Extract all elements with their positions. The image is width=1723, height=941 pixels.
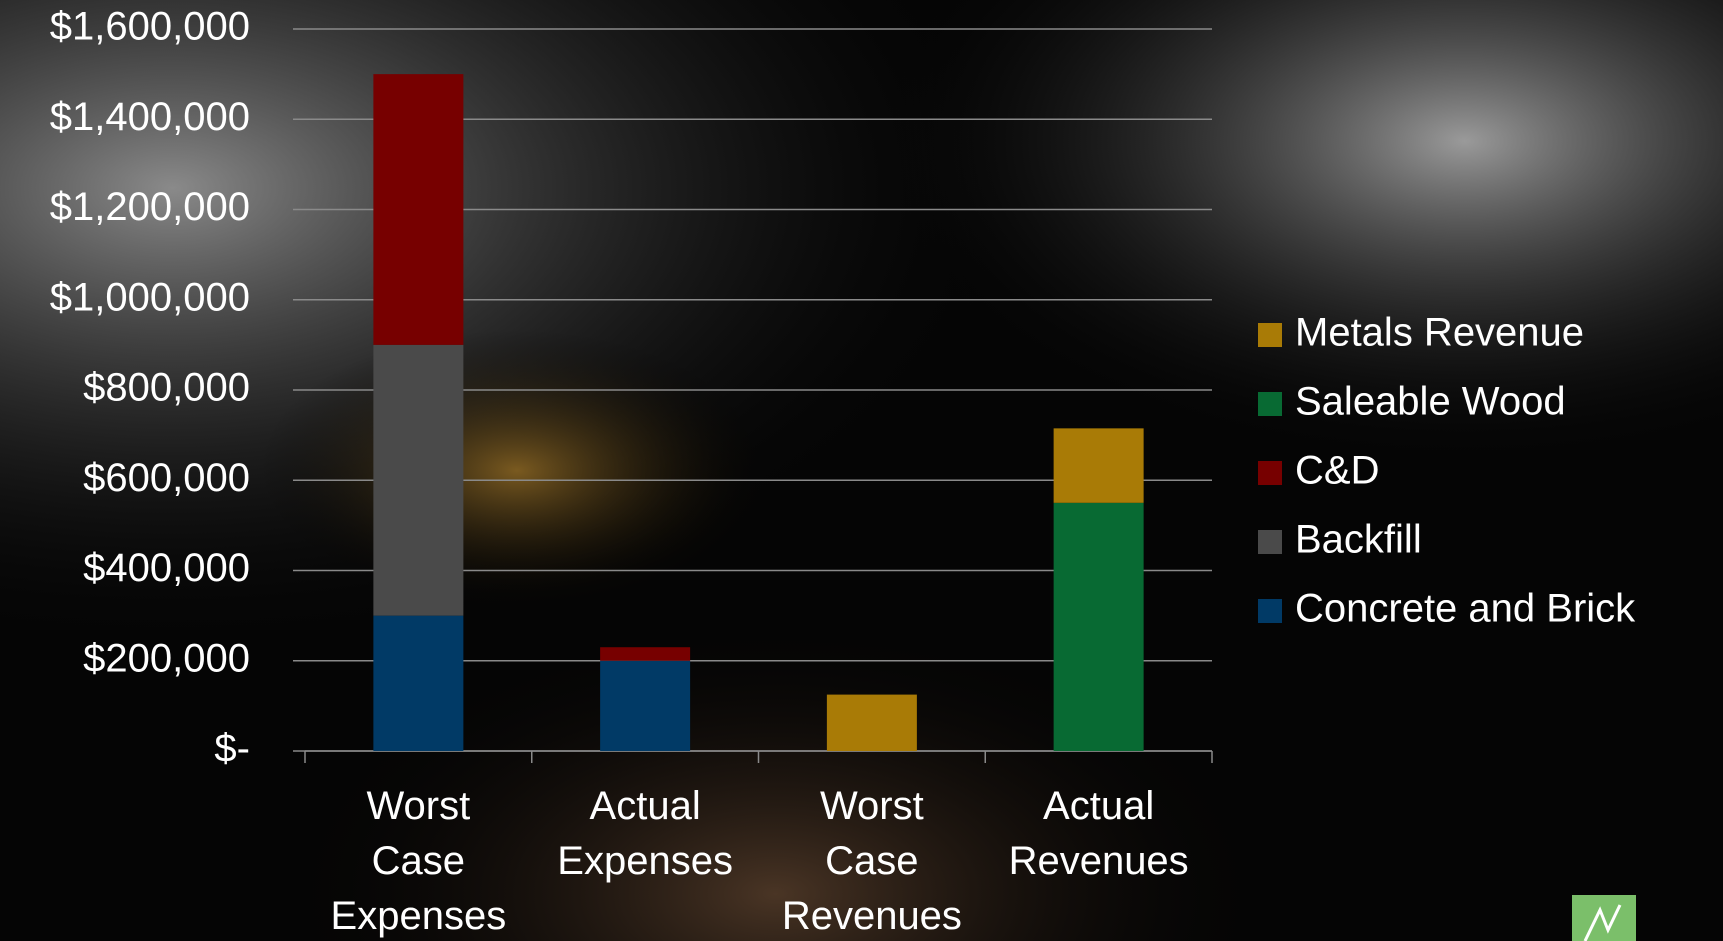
x-tick-label: Actual Revenues xyxy=(1009,784,1189,883)
bar-segment xyxy=(600,660,691,751)
y-tick-label: $1,600,000 xyxy=(50,5,250,49)
y-tick-label: $400,000 xyxy=(83,546,250,590)
y-tick-label: $1,400,000 xyxy=(50,95,250,139)
legend-swatch xyxy=(1258,392,1282,416)
y-tick-label: $1,000,000 xyxy=(50,275,250,319)
legend-label: Backfill xyxy=(1295,518,1422,562)
legend-label: Metals Revenue xyxy=(1295,311,1584,355)
legend-swatch xyxy=(1258,599,1282,623)
bar-segment xyxy=(1053,428,1144,503)
y-tick-label: $600,000 xyxy=(83,456,250,500)
x-tick-label: Actual Expenses xyxy=(557,784,733,883)
bar-segment xyxy=(600,647,691,661)
y-tick-label: $200,000 xyxy=(83,636,250,680)
bar-segment xyxy=(826,694,917,751)
legend-label: Concrete and Brick xyxy=(1295,587,1636,631)
legend-label: C&D xyxy=(1295,449,1379,493)
bar-segment xyxy=(373,615,464,751)
y-tick-label: $1,200,000 xyxy=(50,185,250,229)
x-tick-label: Worst Case Revenues xyxy=(782,784,962,938)
x-tick-label: Worst Case Expenses xyxy=(331,784,507,938)
legend-swatch xyxy=(1258,323,1282,347)
logo xyxy=(1572,895,1636,941)
bar-segment xyxy=(1053,502,1144,751)
legend-label: Saleable Wood xyxy=(1295,380,1566,424)
bar-segment xyxy=(373,344,464,616)
y-tick-label: $- xyxy=(214,727,250,771)
y-tick-label: $800,000 xyxy=(83,366,250,410)
legend-swatch xyxy=(1258,530,1282,554)
bar-segment xyxy=(373,74,464,345)
legend-swatch xyxy=(1258,461,1282,485)
